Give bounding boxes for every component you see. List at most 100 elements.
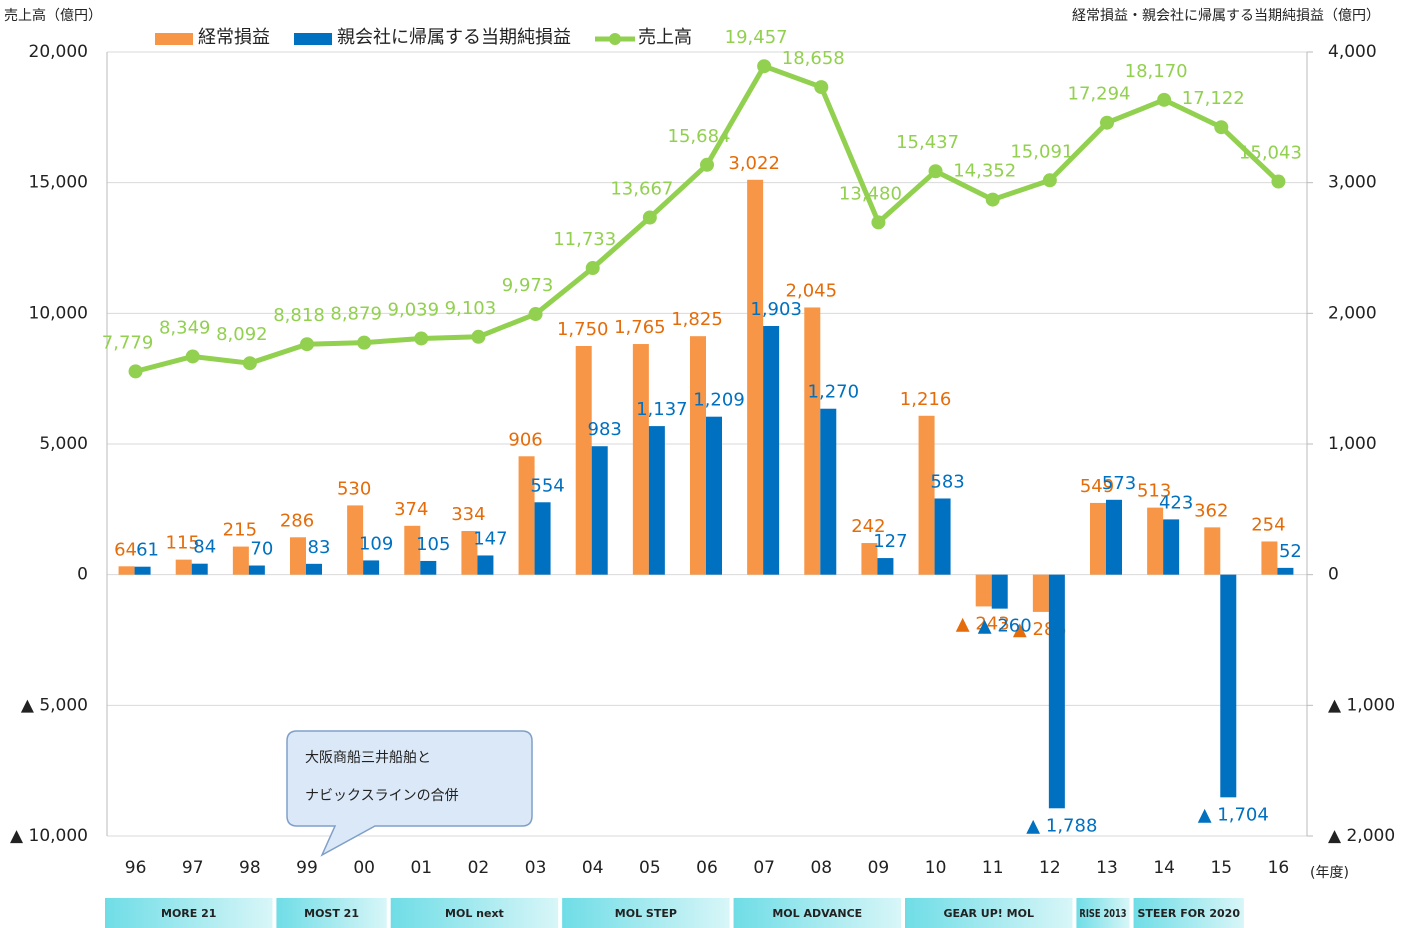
x-tick-label: 11: [982, 858, 1004, 878]
data-label: 906: [508, 429, 542, 450]
data-label: 8,092: [216, 324, 268, 345]
line-point: [814, 80, 829, 95]
legend-swatch: [609, 33, 621, 45]
data-label: 3,022: [728, 153, 780, 174]
line-point: [871, 215, 886, 230]
plan-label: GEAR UP! MOL: [943, 907, 1034, 920]
data-label: 423: [1159, 492, 1193, 513]
bar: [534, 502, 551, 575]
x-tick-label: 08: [810, 858, 832, 878]
data-label: ▲ 243: [956, 613, 1010, 634]
plan-band: [905, 898, 1073, 928]
data-label: 147: [473, 528, 507, 549]
y2-axis-title: 経常損益・親会社に帰属する当期純損益（億円）: [1072, 7, 1380, 24]
line-point: [471, 329, 486, 344]
data-label: 52: [1279, 541, 1302, 562]
data-label: 9,103: [445, 298, 497, 319]
bar: [918, 415, 935, 575]
data-label: ▲ 260: [978, 616, 1032, 637]
bar: [747, 179, 764, 575]
bar: [706, 416, 722, 575]
x-tick-label: 12: [1039, 858, 1061, 878]
x-tick-label: 01: [410, 858, 432, 878]
bar: [191, 563, 208, 575]
line-point: [757, 59, 772, 74]
y2-tick-label: ▲ 1,000: [1328, 695, 1395, 715]
data-label: 127: [873, 531, 907, 552]
data-label: 109: [359, 533, 393, 554]
bar: [804, 307, 821, 575]
bar: [1204, 527, 1221, 575]
plan-label: MOL ADVANCE: [772, 907, 862, 920]
data-label: 1,750: [557, 319, 609, 340]
x-tick-label: 04: [582, 858, 604, 878]
legend-swatch: [294, 33, 332, 45]
bar: [248, 565, 265, 575]
line-point: [1214, 120, 1229, 135]
data-label: 18,658: [782, 48, 845, 69]
plan-band: [105, 898, 273, 928]
bar: [934, 498, 951, 575]
x-tick-label: 09: [868, 858, 890, 878]
data-label: 362: [1194, 500, 1228, 521]
data-label: 513: [1137, 481, 1171, 502]
data-label: 1,903: [750, 299, 802, 320]
bar: [404, 525, 421, 575]
line-point: [414, 331, 429, 346]
plan-label: MOL STEP: [615, 907, 677, 920]
plan-band: [390, 898, 559, 928]
data-label: 13,667: [610, 179, 673, 200]
data-label: 14,352: [953, 161, 1016, 182]
x-tick-label: 07: [753, 858, 775, 878]
x-tick-label: 06: [696, 858, 718, 878]
y2-tick-label: 4,000: [1328, 42, 1377, 62]
legend-label: 売上高: [638, 27, 692, 48]
y-tick-label: 5,000: [39, 434, 88, 454]
data-label: 19,457: [725, 27, 788, 48]
data-label: 583: [930, 471, 964, 492]
y-tick-label: ▲ 10,000: [10, 826, 88, 846]
line-point: [1271, 174, 1286, 189]
line-point: [700, 157, 714, 172]
data-label: 1,270: [808, 382, 860, 403]
x-tick-label: 02: [468, 858, 490, 878]
data-label: 554: [530, 475, 564, 496]
x-tick-label: 03: [525, 858, 547, 878]
plan-band: [1076, 898, 1130, 928]
callout-box: [286, 730, 533, 857]
data-label: 105: [416, 534, 450, 555]
y2-tick-label: 0: [1328, 565, 1339, 585]
bar: [632, 344, 649, 575]
bar: [363, 560, 380, 575]
data-label: 84: [193, 537, 216, 558]
x-tick-label: 10: [925, 858, 947, 878]
bar: [477, 555, 494, 575]
data-label: 374: [394, 499, 428, 520]
plan-band: [276, 898, 387, 928]
line-point: [1042, 173, 1057, 188]
bar: [347, 505, 364, 575]
y-tick-label: 10,000: [29, 303, 88, 323]
data-label: 18,170: [1125, 61, 1188, 82]
legend-label: 経常損益: [198, 27, 270, 48]
data-label: 115: [166, 533, 200, 554]
plan-band: [562, 898, 730, 928]
line-point: [642, 210, 657, 225]
y-tick-label: 0: [77, 565, 88, 585]
x-tick-label: 98: [239, 858, 261, 878]
data-label: 83: [308, 537, 331, 558]
legend-label: 親会社に帰属する当期純損益: [337, 27, 571, 48]
callout-text: ナビックスラインの合併: [305, 788, 459, 804]
data-label: 1,137: [636, 399, 688, 420]
bar: [1163, 519, 1180, 575]
data-label: 17,294: [1068, 84, 1131, 105]
x-tick-label: 16: [1268, 858, 1290, 878]
data-label: 9,973: [502, 275, 554, 296]
data-label: 11,733: [553, 229, 616, 250]
plan-label: STEER FOR 2020: [1137, 907, 1240, 920]
x-tick-label: 00: [353, 858, 375, 878]
bar: [861, 543, 878, 575]
data-label: 17,122: [1182, 88, 1245, 109]
bar: [975, 574, 992, 607]
